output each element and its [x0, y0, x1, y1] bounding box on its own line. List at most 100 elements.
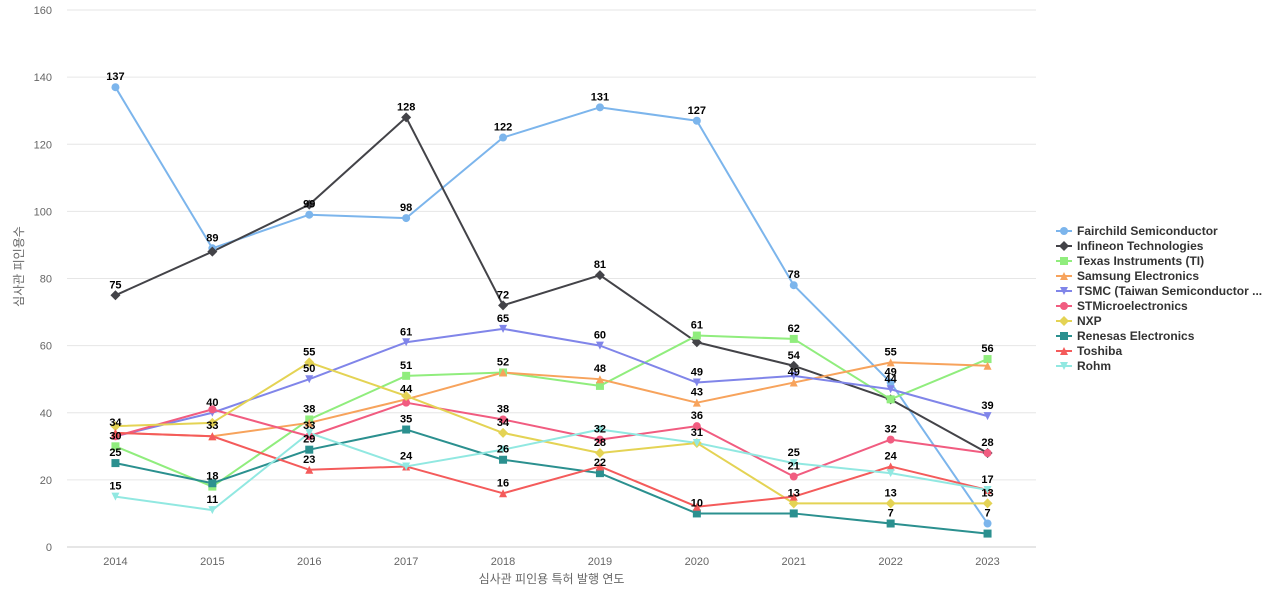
series-markers: [110, 83, 993, 538]
data-point: [692, 422, 701, 431]
data-point: [111, 428, 120, 437]
data-label: 128: [397, 101, 415, 113]
y-tick-label: 80: [40, 274, 52, 286]
legend-label: TSMC (Taiwan Semiconductor ...: [1077, 284, 1262, 298]
data-point: [983, 361, 992, 370]
data-label: 29: [303, 434, 315, 446]
data-label: 61: [400, 326, 412, 338]
data-label: 50: [303, 363, 315, 375]
legend-marker: [1060, 272, 1068, 280]
data-point: [692, 509, 701, 518]
x-tick-label: 2014: [103, 556, 127, 568]
data-label: 23: [303, 454, 315, 466]
data-point: [788, 498, 799, 509]
legend-marker: [1060, 332, 1068, 340]
y-tick-label: 20: [40, 475, 52, 487]
data-label: 33: [206, 420, 218, 432]
x-tick-label: 2019: [588, 556, 612, 568]
data-point: [983, 412, 992, 421]
data-point: [692, 331, 701, 340]
data-point: [110, 290, 121, 301]
legend-label: Toshiba: [1077, 344, 1122, 358]
legend-item[interactable]: Infineon Technologies: [1056, 239, 1204, 253]
data-point: [983, 355, 992, 364]
data-point: [401, 112, 412, 123]
data-point: [886, 358, 895, 367]
data-point: [594, 448, 605, 459]
y-tick-label: 100: [34, 206, 52, 218]
data-label: 137: [106, 71, 124, 83]
data-label: 28: [594, 437, 606, 449]
data-label: 72: [497, 289, 509, 301]
data-point: [402, 371, 411, 380]
data-point: [886, 519, 895, 528]
data-point: [595, 341, 604, 350]
legend-item[interactable]: TSMC (Taiwan Semiconductor ...: [1056, 284, 1262, 298]
y-tick-label: 0: [46, 542, 52, 554]
legend-item[interactable]: Fairchild Semiconductor: [1056, 224, 1218, 238]
data-label: 56: [981, 343, 993, 355]
data-point: [886, 469, 895, 478]
data-point: [305, 418, 314, 427]
data-label: 48: [594, 363, 606, 375]
data-point: [499, 133, 508, 142]
data-point: [692, 378, 701, 387]
legend-item[interactable]: Toshiba: [1056, 344, 1122, 358]
legend-item[interactable]: Renesas Electronics: [1056, 329, 1195, 343]
series-line: [115, 401, 988, 478]
x-tick-label: 2022: [878, 556, 902, 568]
data-label: 32: [594, 424, 606, 436]
data-point: [886, 462, 895, 471]
x-axis-title: 심사관 피인용 특허 발행 연도: [479, 571, 625, 586]
data-point: [983, 449, 992, 458]
y-tick-label: 160: [34, 5, 52, 17]
series-line: [115, 431, 988, 508]
legend-item[interactable]: STMicroelectronics: [1056, 299, 1188, 313]
data-point: [886, 378, 895, 387]
x-tick-label: 2020: [685, 556, 709, 568]
legend-item[interactable]: NXP: [1056, 314, 1102, 328]
data-label: 61: [691, 320, 703, 332]
x-axis: 2014 2015 2016 2017 2018 2019 2020 2021 2022 2023: [103, 556, 1000, 568]
data-label: 62: [788, 323, 800, 335]
data-point: [983, 519, 992, 528]
data-label: 122: [494, 122, 512, 134]
legend-item[interactable]: Texas Instruments (TI): [1056, 254, 1204, 268]
data-point: [499, 368, 508, 377]
data-label: 13: [885, 487, 897, 499]
legend-item[interactable]: Samsung Electronics: [1056, 269, 1199, 283]
data-label: 75: [109, 279, 121, 291]
data-label: 33: [303, 420, 315, 432]
data-point: [982, 498, 993, 509]
data-point: [207, 417, 218, 428]
data-label: 21: [788, 461, 800, 473]
data-label: 10: [691, 497, 703, 509]
data-label: 34: [497, 417, 510, 429]
series-line: [115, 361, 988, 438]
legend-marker: [1060, 287, 1068, 295]
data-point: [207, 246, 218, 257]
data-point: [402, 462, 411, 471]
series-line: [114, 86, 989, 525]
data-point: [595, 381, 604, 390]
data-point: [789, 371, 798, 380]
legend-marker: [1059, 241, 1069, 251]
data-point: [789, 334, 798, 343]
data-point: [402, 214, 411, 223]
data-label: 40: [206, 397, 218, 409]
legend-item[interactable]: Rohm: [1056, 359, 1111, 373]
legend-marker: [1060, 227, 1068, 235]
legend-marker: [1060, 362, 1068, 370]
data-point: [692, 438, 701, 447]
data-label: 43: [691, 387, 703, 399]
data-point: [499, 489, 508, 498]
legend-label: Renesas Electronics: [1077, 329, 1195, 343]
data-label: 44: [400, 383, 413, 395]
series-line: [115, 334, 988, 488]
data-label: 38: [303, 403, 315, 415]
data-label: 99: [303, 199, 315, 211]
data-point: [402, 338, 411, 347]
data-point: [789, 459, 798, 468]
